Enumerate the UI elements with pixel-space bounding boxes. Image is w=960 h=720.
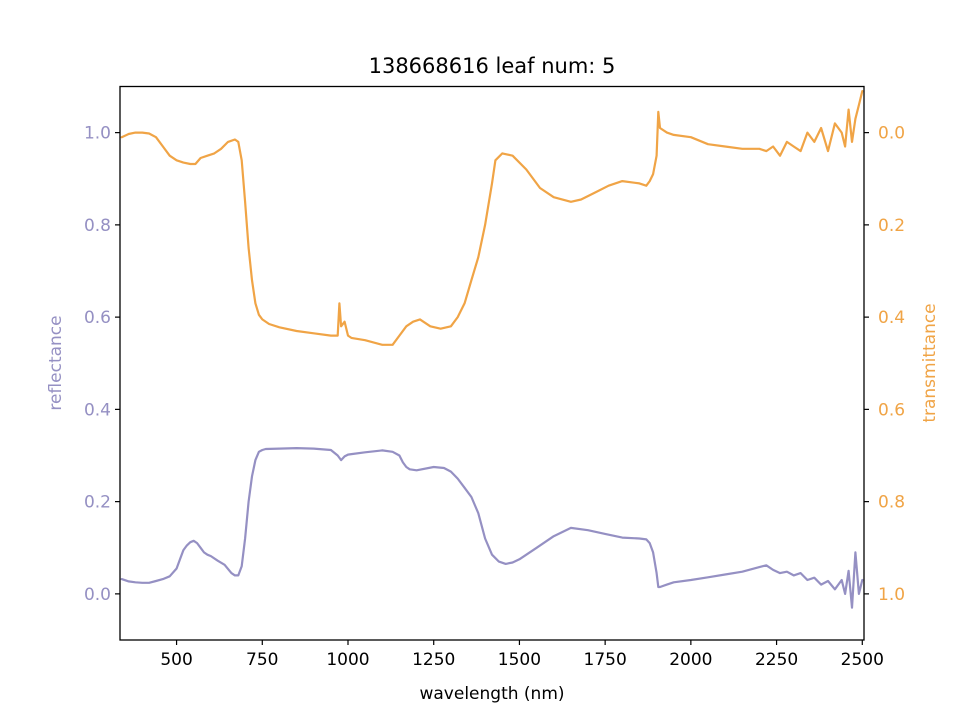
x-axis-ticks: 500 750 1000 1250 1500 1750 2000 2250 2500: [160, 640, 884, 670]
chart-title: 138668616 leaf num: 5: [369, 54, 616, 78]
right-tick-label: 0.2: [878, 216, 905, 236]
x-tick-label: 2000: [669, 650, 712, 670]
x-tick-label: 1750: [584, 650, 627, 670]
right-axis-label: transmittance: [920, 303, 940, 422]
left-tick-label: 0.6: [84, 308, 111, 328]
x-tick-label: 2250: [755, 650, 798, 670]
transmittance-line: [120, 90, 864, 346]
plot-frame: [119, 85, 865, 641]
left-axis-ticks: 0.0 0.2 0.4 0.6 0.8 1.0: [84, 124, 120, 605]
x-tick-label: 750: [246, 650, 278, 670]
left-tick-label: 0.2: [84, 493, 111, 513]
right-tick-label: 0.4: [878, 308, 905, 328]
x-tick-label: 1500: [498, 650, 541, 670]
left-tick-label: 1.0: [84, 124, 111, 144]
x-tick-label: 2500: [841, 650, 884, 670]
left-tick-label: 0.0: [84, 585, 111, 605]
left-tick-label: 0.8: [84, 216, 111, 236]
right-tick-label: 0.0: [878, 124, 905, 144]
x-tick-label: 1250: [412, 650, 455, 670]
right-axis-ticks: 0.0 0.2 0.4 0.6 0.8 1.0: [864, 124, 905, 605]
right-tick-label: 0.8: [878, 493, 905, 513]
x-axis-label: wavelength (nm): [419, 684, 564, 704]
x-tick-label: 1000: [326, 650, 369, 670]
left-tick-label: 0.4: [84, 400, 111, 420]
left-axis-label: reflectance: [46, 315, 66, 410]
x-tick-label: 500: [160, 650, 192, 670]
right-tick-label: 1.0: [878, 585, 905, 605]
reflectance-line: [120, 447, 864, 609]
series-layer: [120, 90, 864, 609]
right-tick-label: 0.6: [878, 400, 905, 420]
